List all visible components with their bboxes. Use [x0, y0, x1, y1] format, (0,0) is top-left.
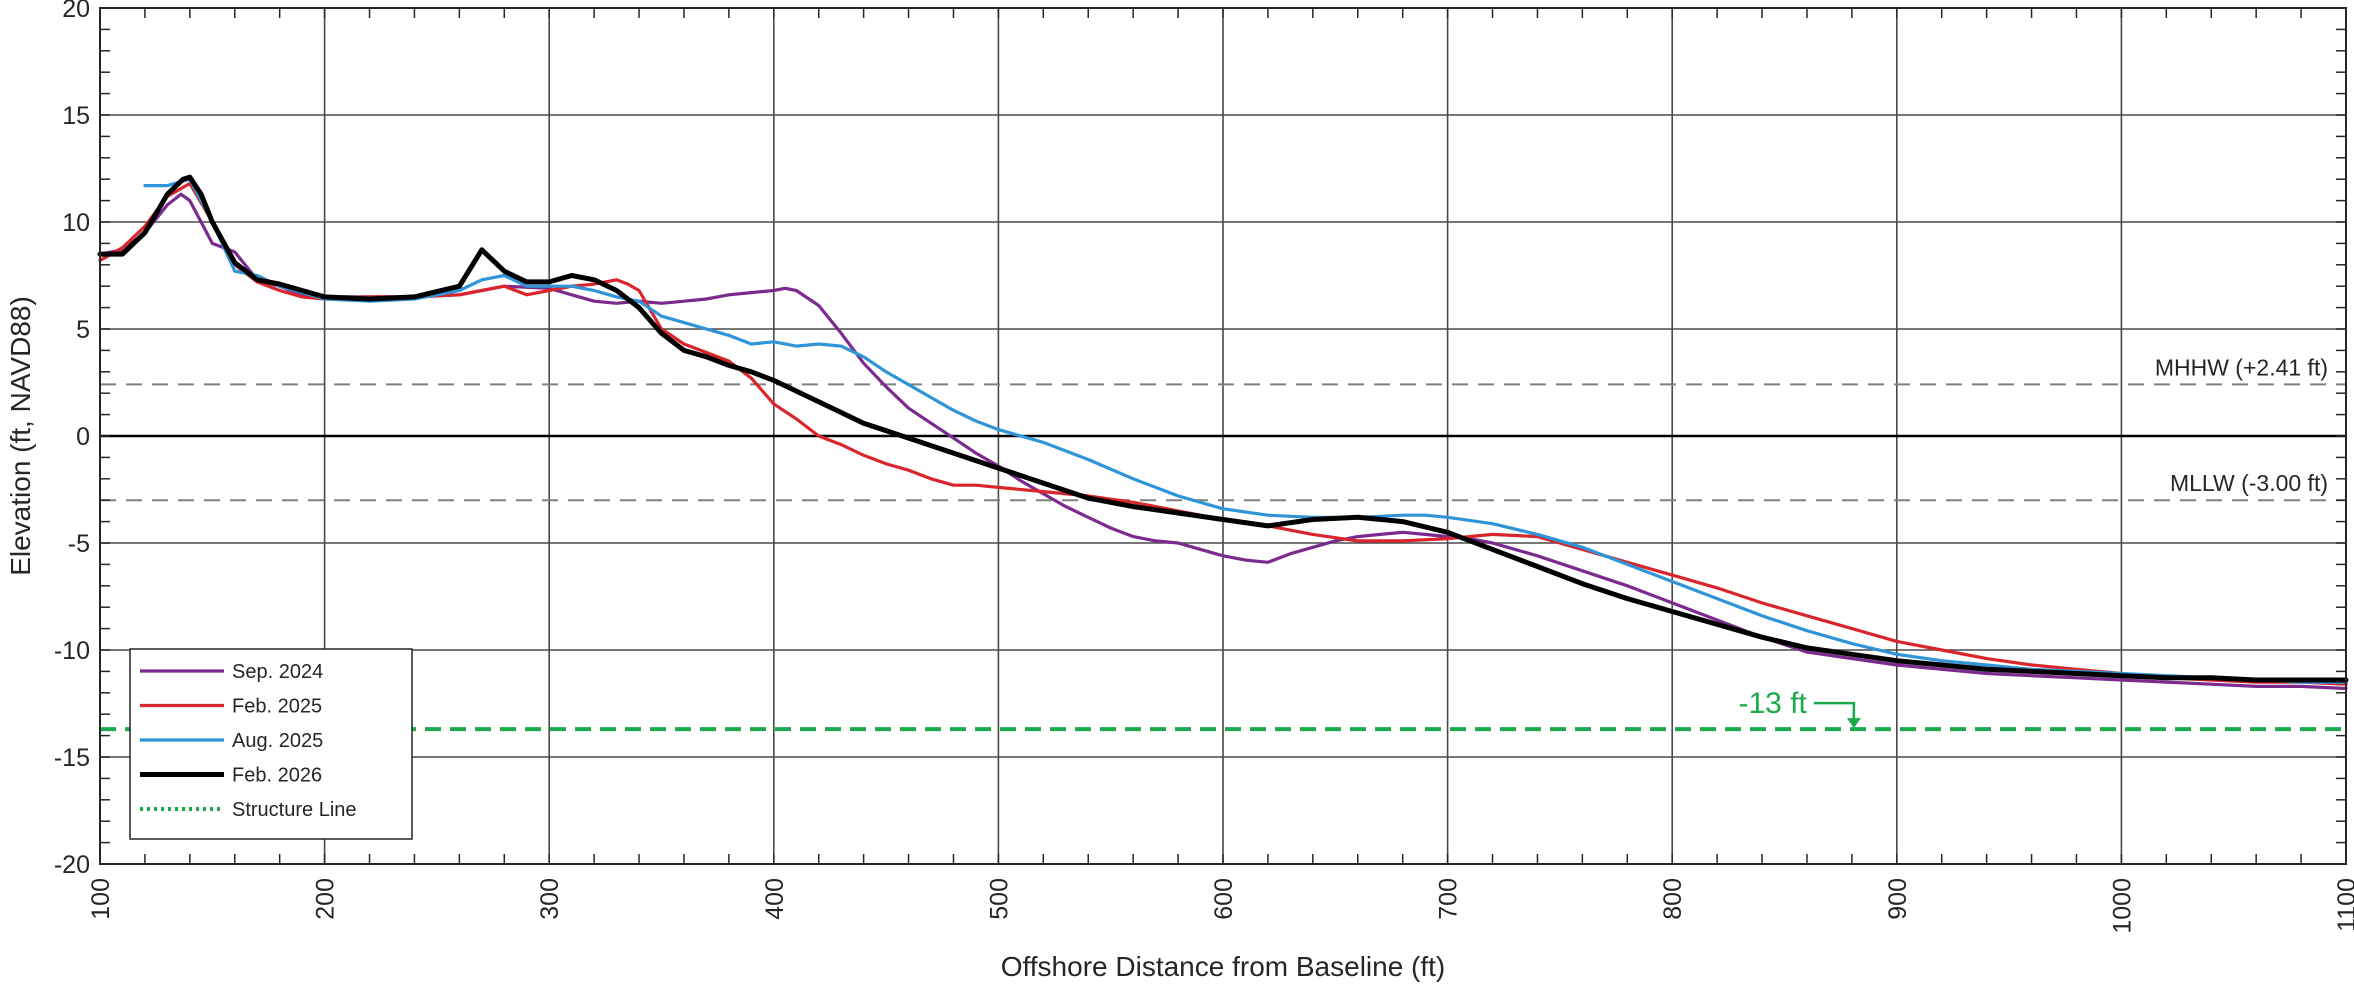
legend-label: Structure Line: [232, 799, 357, 821]
structure-depth-annotation: -13 ft: [1739, 687, 1808, 720]
x-tick-label: 800: [1659, 878, 1687, 920]
legend-label: Feb. 2025: [232, 696, 322, 718]
x-tick-label: 1000: [2108, 878, 2136, 934]
y-tick-label: -5: [68, 530, 90, 558]
annotations: -13 ft: [1739, 687, 1861, 729]
x-tick-labels: 100 200 300 400 500 600 700 800 900 1000 1100: [87, 878, 2354, 934]
y-tick-label: 10: [62, 209, 90, 237]
y-tick-label: 0: [76, 423, 90, 451]
legend-label: Feb. 2026: [232, 765, 322, 787]
x-tick-label: 400: [761, 878, 789, 920]
axes-box: [99, 7, 2347, 865]
x-tick-label: 1100: [2333, 878, 2354, 932]
legend: Sep. 2024 Feb. 2025 Aug. 2025 Feb. 2026 Stru…: [129, 648, 413, 840]
x-tick-label: 600: [1210, 878, 1238, 920]
tidal-datum-label: MHHW (+2.41 ft): [2155, 354, 2328, 380]
x-tick-label: 300: [536, 878, 564, 920]
y-tick-label: -20: [54, 851, 90, 879]
tidal-datum-label: MLLW (-3.00 ft): [2170, 470, 2328, 496]
x-tick-label: 100: [87, 878, 115, 920]
reference-lines: MHHW (+2.41 ft) MLLW (-3.00 ft): [100, 354, 2346, 732]
y-tick-label: 5: [76, 316, 90, 344]
x-tick-label: 900: [1884, 878, 1912, 920]
y-tick-label: 15: [62, 102, 90, 130]
axes: [99, 7, 2347, 865]
series-line: [143, 177, 2348, 684]
y-tick-labels: -20 -15 -10 -5 0 5 10 15 20: [54, 0, 90, 879]
y-tick-label: -15: [54, 744, 90, 772]
y-tick-label: -10: [54, 637, 90, 665]
x-tick-label: 700: [1435, 878, 1463, 920]
x-tick-label: 500: [985, 878, 1013, 920]
series-line: [97, 174, 2349, 683]
annotation-arrow: [1813, 701, 1856, 724]
y-axis-label: Elevation (ft, NAVD88): [5, 296, 36, 576]
series-lines: [97, 174, 2349, 691]
legend-label: Sep. 2024: [232, 661, 323, 683]
y-tick-label: 20: [62, 0, 90, 23]
x-tick-label: 200: [312, 878, 340, 920]
legend-label: Aug. 2025: [232, 730, 323, 752]
annotation-arrowhead: [1846, 718, 1861, 729]
x-axis-label: Offshore Distance from Baseline (ft): [1001, 951, 1446, 982]
